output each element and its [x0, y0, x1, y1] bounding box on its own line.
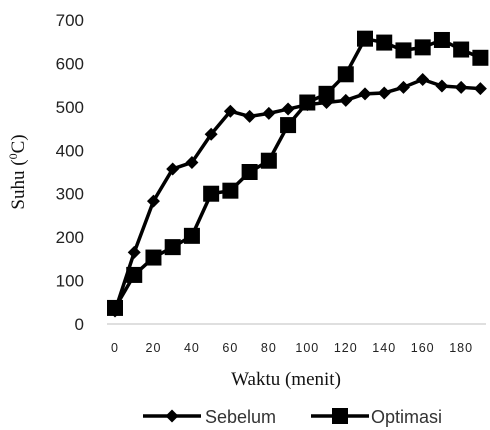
y-tick-label: 400 — [56, 141, 84, 160]
data-point-sebelum — [358, 87, 372, 101]
legend-label-sebelum: Sebelum — [205, 407, 276, 427]
data-point-sebelum — [166, 162, 180, 176]
data-point-sebelum — [454, 80, 468, 94]
data-point-optimasi — [376, 34, 393, 51]
x-tick-label: 20 — [146, 341, 162, 355]
y-axis-title-sup: 0 — [6, 153, 20, 159]
data-point-optimasi — [126, 266, 143, 283]
y-axis-title-main: Suhu ( — [8, 159, 29, 209]
data-point-sebelum — [204, 127, 218, 141]
data-point-sebelum — [339, 93, 353, 107]
data-point-optimasi — [222, 182, 239, 199]
data-point-sebelum — [146, 194, 160, 208]
data-point-optimasi — [433, 31, 450, 48]
x-tick-label: 100 — [295, 341, 319, 355]
y-tick-label: 700 — [56, 11, 84, 30]
data-point-sebelum — [223, 104, 237, 118]
series-layer — [107, 30, 489, 318]
data-point-optimasi — [337, 66, 354, 83]
x-tick-label: 80 — [261, 341, 277, 355]
y-axis-ticks: 0 100 200 300 400 500 600 700 — [56, 11, 84, 334]
data-point-sebelum — [377, 86, 391, 100]
x-tick-label: 180 — [449, 341, 473, 355]
data-point-sebelum — [435, 79, 449, 93]
data-point-optimasi — [472, 49, 489, 66]
legend-item-sebelum: Sebelum — [143, 407, 276, 427]
y-axis-title-tail: C) — [8, 134, 29, 153]
data-point-optimasi — [318, 85, 335, 102]
y-axis-title: Suhu (0C) — [6, 134, 29, 209]
y-tick-label: 100 — [56, 272, 84, 291]
legend-item-optimasi: Optimasi — [311, 407, 442, 427]
data-point-optimasi — [414, 39, 431, 56]
x-tick-label: 40 — [184, 341, 200, 355]
legend-marker-sebelum — [165, 409, 179, 423]
data-point-optimasi — [241, 164, 258, 180]
x-tick-label: 160 — [411, 341, 435, 355]
series-optimasi — [107, 30, 489, 316]
y-tick-label: 200 — [56, 228, 84, 247]
y-tick-label: 300 — [56, 185, 84, 204]
series-sebelum — [108, 72, 487, 318]
data-point-sebelum — [473, 82, 487, 96]
data-point-optimasi — [203, 185, 220, 202]
data-point-optimasi — [395, 42, 412, 59]
x-tick-label: 140 — [372, 341, 396, 355]
data-point-optimasi — [183, 227, 200, 244]
data-point-optimasi — [164, 239, 181, 256]
data-point-sebelum — [185, 155, 199, 169]
x-tick-label: 0 — [111, 341, 119, 355]
x-tick-label: 120 — [334, 341, 358, 355]
y-tick-label: 500 — [56, 98, 84, 117]
data-point-sebelum — [416, 72, 430, 86]
data-point-optimasi — [453, 41, 470, 58]
data-point-optimasi — [280, 117, 297, 134]
x-axis-title: Waktu (menit) — [231, 369, 341, 390]
legend: Sebelum Optimasi — [143, 407, 442, 427]
data-point-sebelum — [243, 109, 257, 123]
y-tick-label: 0 — [75, 315, 84, 334]
data-point-optimasi — [145, 249, 162, 266]
legend-marker-optimasi — [332, 408, 348, 424]
data-point-sebelum — [281, 102, 295, 116]
data-point-sebelum — [127, 245, 141, 259]
y-tick-label: 600 — [56, 54, 84, 73]
data-point-sebelum — [396, 80, 410, 94]
legend-label-optimasi: Optimasi — [371, 407, 442, 427]
x-axis-ticks: 0 20 40 60 80 100 120 140 160 180 — [111, 341, 473, 355]
data-point-sebelum — [262, 106, 276, 120]
data-point-optimasi — [299, 94, 316, 111]
data-point-optimasi — [357, 30, 373, 47]
data-point-optimasi — [260, 152, 277, 169]
x-tick-label: 60 — [222, 341, 238, 355]
data-point-optimasi — [107, 299, 123, 316]
